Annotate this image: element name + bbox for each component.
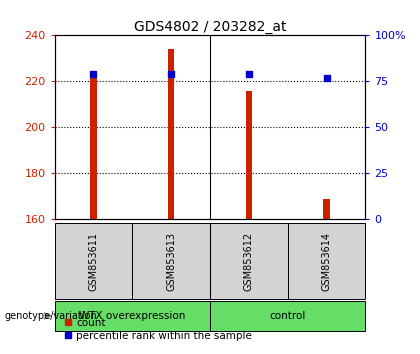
Text: control: control — [270, 311, 306, 321]
Bar — [288, 223, 365, 299]
Bar — [323, 199, 330, 219]
Text: GSM853611: GSM853611 — [89, 232, 98, 291]
Bar — [132, 223, 210, 299]
Text: WTX overexpression: WTX overexpression — [79, 311, 186, 321]
Title: GDS4802 / 203282_at: GDS4802 / 203282_at — [134, 21, 286, 34]
Bar — [90, 77, 97, 219]
Bar — [210, 223, 288, 299]
Bar — [246, 91, 252, 219]
Bar — [210, 301, 365, 331]
Bar — [168, 49, 174, 219]
Text: genotype/variation: genotype/variation — [4, 311, 97, 321]
Text: GSM853614: GSM853614 — [322, 232, 331, 291]
Text: GSM853612: GSM853612 — [244, 232, 254, 291]
Text: GSM853613: GSM853613 — [166, 232, 176, 291]
Legend: count, percentile rank within the sample: count, percentile rank within the sample — [60, 314, 257, 345]
Bar — [55, 301, 210, 331]
Bar — [55, 223, 132, 299]
